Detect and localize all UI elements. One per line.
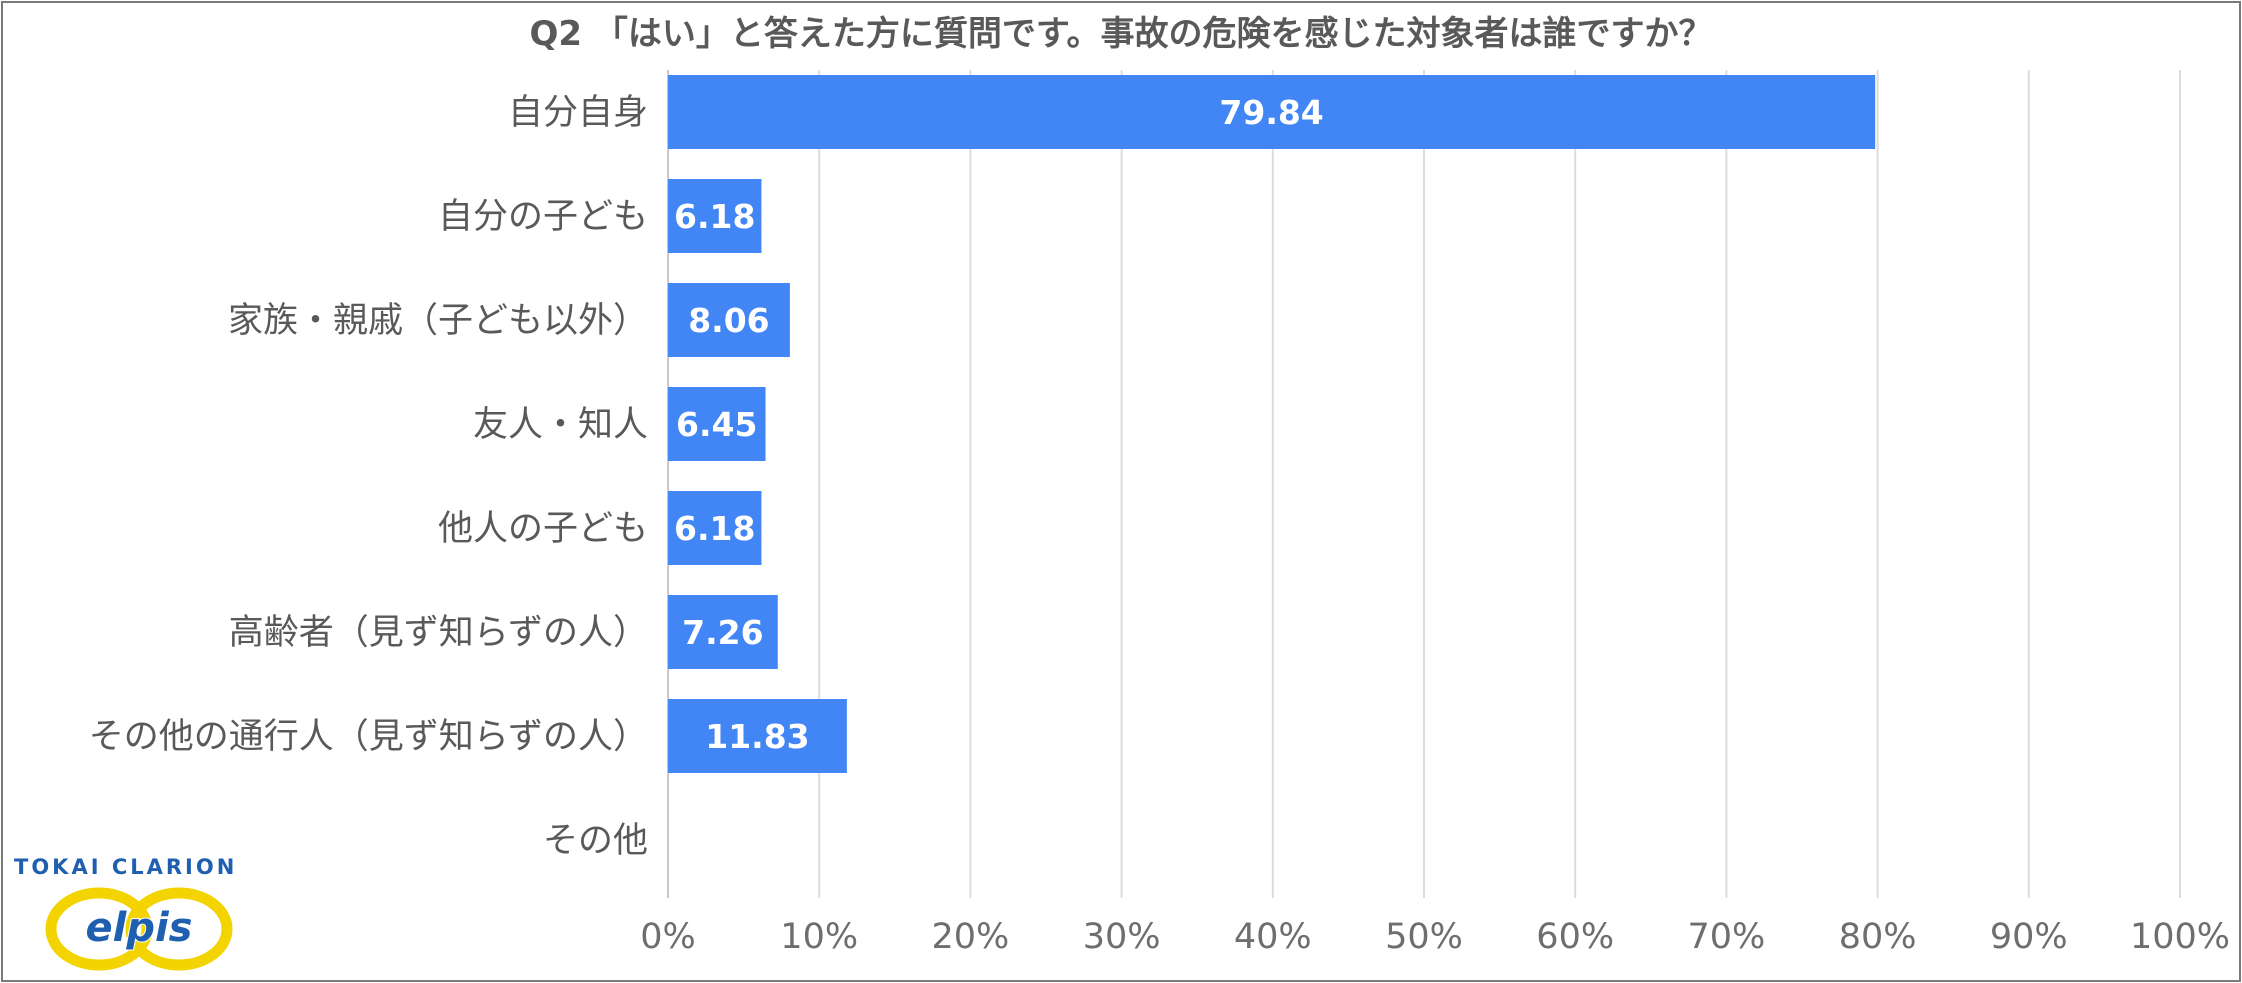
x-tick-label: 80% bbox=[1839, 917, 1917, 957]
chart-title: Q2 「はい」と答えた方に質問です。事故の危険を感じた対象者は誰ですか？ bbox=[529, 14, 1713, 54]
bar-value-label: 7.26 bbox=[682, 613, 763, 652]
x-tick-label: 40% bbox=[1234, 917, 1312, 957]
bar bbox=[668, 699, 847, 773]
bar-value-label: 6.45 bbox=[676, 405, 757, 444]
bar-value-label: 8.06 bbox=[688, 301, 769, 340]
bar bbox=[668, 179, 762, 253]
logo-company-text: TOKAI CLARION bbox=[14, 855, 238, 879]
gridlines bbox=[667, 70, 2181, 898]
category-label: 他人の子ども bbox=[438, 509, 648, 549]
category-label: 自分自身 bbox=[508, 93, 648, 133]
bar bbox=[668, 283, 790, 357]
category-label: その他 bbox=[543, 821, 648, 861]
category-label: 友人・知人 bbox=[473, 405, 648, 445]
bar-value-label: 6.18 bbox=[674, 197, 755, 236]
x-tick-label: 60% bbox=[1536, 917, 1614, 957]
x-tick-label: 10% bbox=[780, 917, 858, 957]
bar bbox=[668, 75, 1876, 149]
elpis-logo-mark: elpis bbox=[45, 887, 233, 971]
tokai-clarion-elpis-logo: TOKAI CLARION elpis bbox=[14, 855, 264, 975]
bars: 79.84 6.18 8.06 6.45 6.18 7.26 11.83 bbox=[668, 75, 1876, 773]
category-label: 自分の子ども bbox=[438, 197, 648, 237]
x-tick-label: 90% bbox=[1990, 917, 2068, 957]
category-label: 高齢者（見ず知らずの人） bbox=[229, 613, 648, 653]
x-tick-label: 0% bbox=[640, 917, 696, 957]
category-label: その他の通行人（見ず知らずの人） bbox=[89, 717, 648, 757]
bar bbox=[668, 595, 778, 669]
bar-value-label: 79.84 bbox=[1219, 93, 1323, 132]
x-tick-label: 20% bbox=[932, 917, 1010, 957]
x-tick-label: 100% bbox=[2130, 917, 2230, 957]
x-tick-label: 50% bbox=[1385, 917, 1463, 957]
bar bbox=[668, 491, 762, 565]
bar-value-label: 11.83 bbox=[705, 717, 809, 756]
category-label: 家族・親戚（子ども以外） bbox=[228, 301, 648, 341]
x-axis-tick-labels: 0% 10% 20% 30% 40% 50% 60% 70% 80% 90% 100% bbox=[640, 917, 2230, 957]
bar-value-label: 6.18 bbox=[674, 509, 755, 548]
bar bbox=[668, 387, 766, 461]
logo-brand-text: elpis bbox=[86, 905, 193, 951]
x-tick-label: 30% bbox=[1083, 917, 1161, 957]
x-tick-label: 70% bbox=[1688, 917, 1766, 957]
